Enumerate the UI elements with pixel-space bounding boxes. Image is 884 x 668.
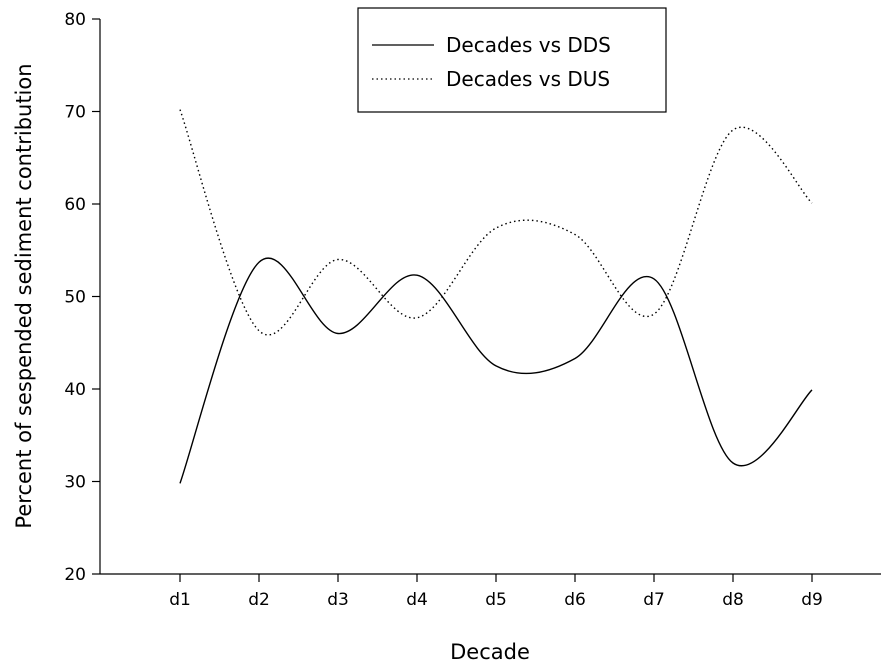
- series-line-dds: [179, 257, 813, 484]
- series-layer: [179, 109, 813, 484]
- x-tick-label-d3: d3: [327, 590, 349, 610]
- series-line-dus: [179, 109, 813, 336]
- y-tick-label-60: 60: [64, 195, 86, 215]
- y-tick-label-80: 80: [64, 10, 86, 30]
- x-tick-label-d8: d8: [722, 590, 744, 610]
- x-ticks: d1 d2 d3 d4 d5 d6 d7 d8 d9: [169, 574, 823, 610]
- legend-label-dds: Decades vs DDS: [446, 33, 611, 57]
- x-tick-label-d6: d6: [564, 590, 586, 610]
- x-tick-label-d4: d4: [406, 590, 428, 610]
- y-ticks: 20 30 40 50 60 70 80: [64, 10, 100, 585]
- y-tick-label-50: 50: [64, 288, 86, 308]
- y-tick-label-40: 40: [64, 380, 86, 400]
- x-tick-label-d9: d9: [801, 590, 823, 610]
- y-tick-label-20: 20: [64, 565, 86, 585]
- x-tick-label-d7: d7: [643, 590, 665, 610]
- y-tick-label-30: 30: [64, 473, 86, 493]
- x-tick-label-d1: d1: [169, 590, 191, 610]
- x-tick-label-d5: d5: [485, 590, 507, 610]
- x-tick-label-d2: d2: [248, 590, 270, 610]
- x-axis-title: Decade: [450, 640, 530, 664]
- y-tick-label-70: 70: [64, 103, 86, 123]
- legend-box: [357, 7, 667, 113]
- y-axis-title: Percent of sespended sediment contributi…: [12, 63, 36, 528]
- legend: Decades vs DDS Decades vs DUS: [357, 7, 667, 113]
- legend-label-dus: Decades vs DUS: [446, 67, 610, 91]
